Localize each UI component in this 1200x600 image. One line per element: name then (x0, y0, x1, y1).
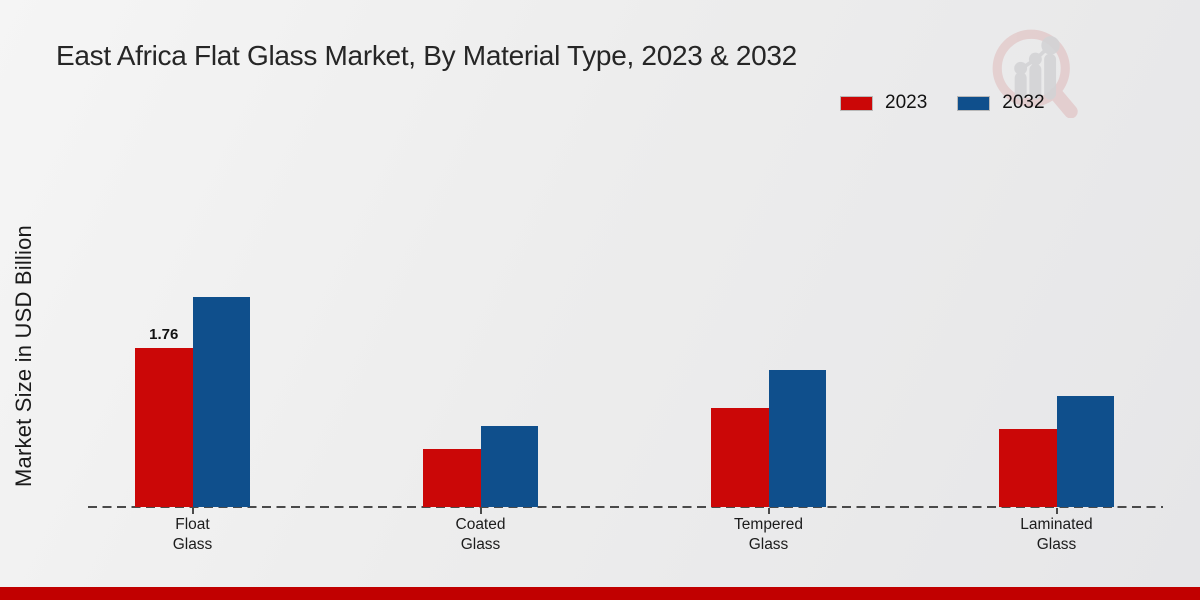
category-label-float-glass: Float Glass (172, 516, 213, 553)
legend-swatch-2032 (957, 95, 991, 111)
axis-tick-laminated-glass (1055, 508, 1058, 514)
legend-item-2032: 2032 (957, 92, 1045, 114)
bar-2023-coated-glass (423, 449, 481, 507)
legend-label-2032: 2032 (1002, 92, 1045, 113)
category-label-coated-glass: Coated Glass (455, 516, 506, 553)
axis-tick-tempered-glass (767, 508, 770, 514)
bar-2023-tempered-glass (711, 407, 769, 507)
bar-2032-float-glass (192, 296, 250, 507)
axis-tick-coated-glass (479, 508, 482, 514)
bar-2032-tempered-glass (768, 369, 826, 507)
chart-title: East Africa Flat Glass Market, By Materi… (56, 40, 797, 71)
category-label-laminated-glass: Laminated Glass (1020, 516, 1093, 553)
y-axis-label: Market Size in USD Billion (11, 225, 36, 487)
bar-2023-float-glass (135, 348, 193, 507)
legend: 2023 2032 (840, 92, 1045, 114)
legend-label-2023: 2023 (885, 92, 928, 113)
bar-value-label-2023-float-glass: 1.76 (149, 326, 179, 344)
bar-2032-laminated-glass (1056, 395, 1114, 507)
bar-2023-laminated-glass (999, 429, 1057, 507)
legend-item-2023: 2023 (840, 92, 927, 114)
magnifier-barchart-watermark-icon (992, 29, 1078, 118)
legend-swatch-2023 (840, 95, 873, 111)
bar-2032-coated-glass (480, 425, 538, 507)
axis-tick-float-glass (191, 508, 194, 514)
category-label-tempered-glass: Tempered Glass (734, 516, 803, 553)
footer-accent-bar (0, 587, 1200, 600)
